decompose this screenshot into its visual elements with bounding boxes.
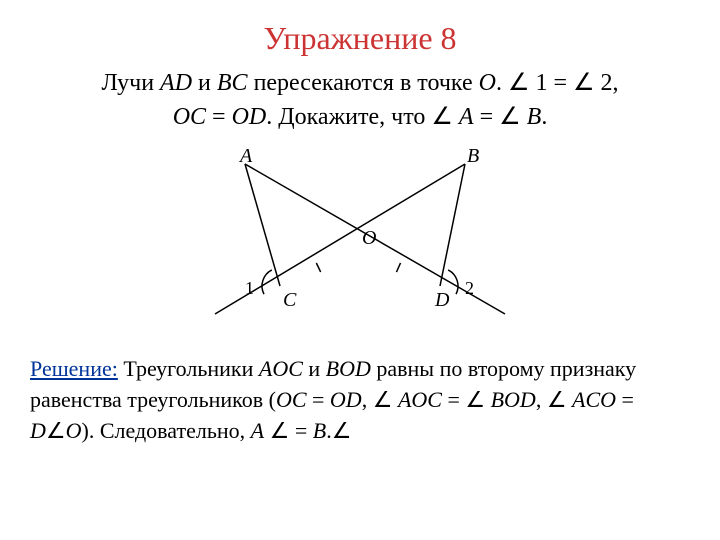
solution-label: Решение: (30, 356, 118, 381)
angle-ACO: ACO (572, 387, 616, 412)
svg-text:B: B (467, 149, 479, 167)
solution-text: Решение: Треугольники AOC и BOD равны по… (30, 354, 690, 446)
segment-OD: OD (232, 104, 267, 130)
triangle-BOD: BOD (326, 356, 371, 381)
angle-icon: ∠ (573, 70, 595, 96)
svg-text:2: 2 (465, 278, 474, 298)
svg-text:D: D (434, 289, 450, 311)
angle-icon: ∠ (508, 70, 530, 96)
solution-text: = (616, 387, 634, 412)
angle-1-eq: 1 = (535, 70, 573, 96)
solution-text: , (536, 387, 547, 412)
angle-BOD: BOD (491, 387, 536, 412)
angle-icon: ∠ (373, 387, 393, 412)
problem-text: . (496, 70, 508, 96)
segment-OC: OC (173, 104, 206, 130)
svg-text:A: A (238, 149, 253, 167)
svg-text:O: O (362, 227, 376, 249)
svg-text:C: C (283, 289, 297, 311)
solution-text: = (442, 387, 465, 412)
angle-A: A (459, 104, 474, 130)
problem-text: Лучи (101, 70, 160, 96)
ray-BC: BC (217, 70, 248, 96)
problem-text: . (541, 104, 547, 130)
angle-icon: ∠ (465, 387, 485, 412)
angle-B: B (527, 104, 542, 130)
problem-text: . Докажите, что (266, 104, 431, 130)
angle-icon: ∠ (46, 418, 66, 443)
problem-statement: Лучи AD и BC пересекаются в точке O. ∠ 1… (30, 67, 690, 134)
solution-text: = (289, 418, 312, 443)
angle-icon: ∠ (270, 418, 290, 443)
angle-icon: ∠ (499, 104, 521, 130)
segment-OD: OD (330, 387, 362, 412)
diagram-svg: A B C D O 1 2 (165, 149, 555, 329)
triangle-AOC: AOC (259, 356, 303, 381)
angle-icon: ∠ (431, 104, 453, 130)
angle-A: A (251, 418, 264, 443)
svg-text:1: 1 (245, 278, 254, 298)
solution-text: = (307, 387, 330, 412)
geometry-diagram: A B C D O 1 2 (30, 149, 690, 334)
problem-text: и (192, 70, 217, 96)
angle-AOC: AOC (398, 387, 442, 412)
problem-text: = (206, 104, 232, 130)
solution-text: , (362, 387, 373, 412)
angle-icon: ∠ (547, 387, 567, 412)
solution-text: и (303, 356, 326, 381)
ray-AD: AD (160, 70, 192, 96)
point-O: O (479, 70, 496, 96)
problem-text: пересекаются в точке (248, 70, 479, 96)
angle-2: 2, (601, 70, 619, 96)
segment-OC: OC (276, 387, 307, 412)
solution-text: ). Следовательно, (82, 418, 251, 443)
problem-text: = (474, 104, 500, 130)
angle-B: B (313, 418, 326, 443)
angle-icon: ∠ (332, 418, 352, 443)
exercise-title: Упражнение 8 (30, 20, 690, 57)
angle-DCO-O: O (66, 418, 82, 443)
solution-text: Треугольники (118, 356, 259, 381)
angle-DCO: D (30, 418, 46, 443)
